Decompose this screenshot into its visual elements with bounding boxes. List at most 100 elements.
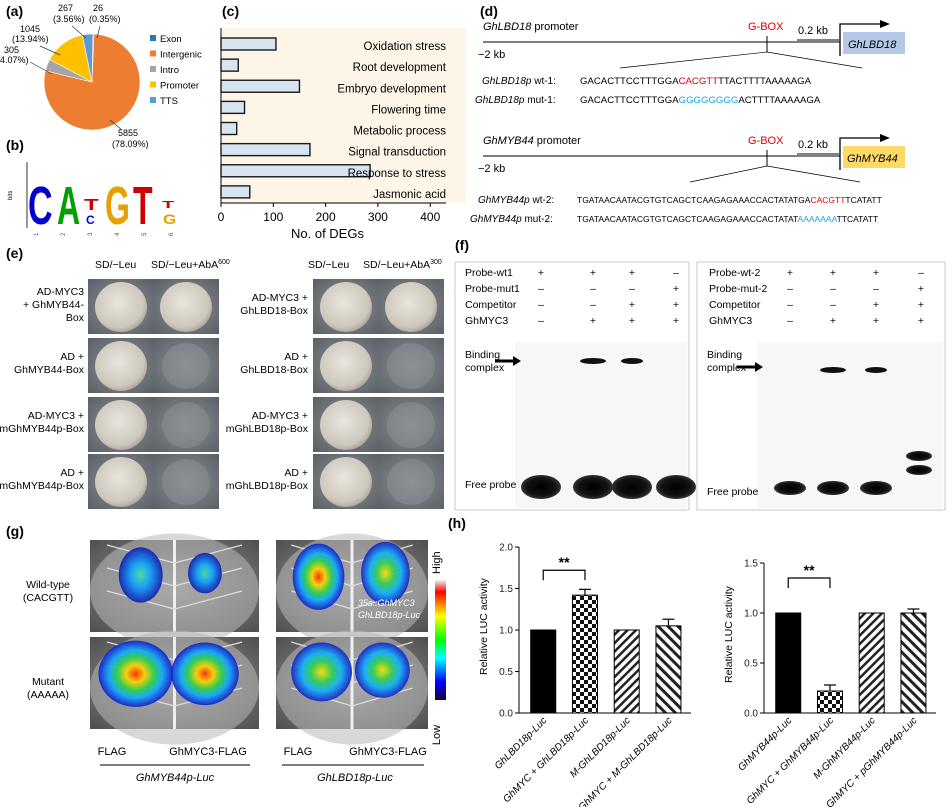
deg-category-label: Flowering time bbox=[371, 104, 446, 116]
plate-right-sd-leu bbox=[313, 454, 379, 509]
myb44-gbox-label: G-BOX bbox=[748, 135, 784, 147]
logo-letter-1: C bbox=[28, 175, 53, 236]
yeast-colony bbox=[320, 400, 372, 450]
luc-bar bbox=[571, 594, 598, 714]
g-scale-high: High bbox=[431, 551, 443, 574]
luc-category-label: GhMYC + GhMYB44p-Luc bbox=[745, 715, 836, 806]
e-right-row-label: AD + bbox=[284, 467, 308, 479]
lbd18-mut-seq: GACACTTCCTTTGGAGGGGGGGGACTTTTAAAAAGA bbox=[580, 95, 821, 106]
luc-ytick: 1.0 bbox=[499, 626, 513, 637]
luc-ytick: 0.0 bbox=[499, 709, 513, 720]
emsa-lane-sign: – bbox=[629, 283, 635, 295]
deg-xtick: 200 bbox=[316, 210, 336, 224]
luc-ytick: 1.0 bbox=[744, 609, 758, 620]
logo-letter-2: A bbox=[57, 177, 80, 237]
luc-ytick: 2.0 bbox=[499, 543, 513, 554]
legend-swatch-promoter bbox=[150, 81, 156, 88]
sequence-logo: bits C A T C G T T G 1 2 3 4 5 6 bbox=[8, 162, 176, 236]
yeast-colony bbox=[95, 457, 147, 507]
plate-left-aba bbox=[153, 338, 219, 393]
deg-category-label: Jasmonic acid bbox=[373, 189, 446, 201]
legend-label-intergenic: Intergenic bbox=[160, 50, 202, 61]
mutant-probe-band bbox=[906, 451, 932, 461]
legend-label-exon: Exon bbox=[160, 34, 182, 45]
myb44-promoter-diagram: GhMYB44 promoter G-BOX 0.2 kb GhMYB44 −2… bbox=[470, 134, 905, 225]
logo-letter-6b: G bbox=[163, 213, 176, 228]
myb44-mut-label: GhMYB44p mut-2: bbox=[470, 214, 553, 225]
yeast-colony bbox=[385, 282, 437, 332]
plate-left-aba bbox=[153, 397, 219, 452]
significance-stars: ** bbox=[804, 562, 815, 578]
significance-bracket bbox=[787, 577, 831, 588]
luminescence-spot bbox=[355, 642, 410, 698]
deg-bar bbox=[220, 100, 246, 115]
emsa-free-probe-label: Free probe bbox=[465, 479, 517, 491]
panel-label-d: (d) bbox=[480, 3, 498, 19]
luminescence-spot bbox=[292, 543, 345, 610]
legend-label-promoter: Promoter bbox=[160, 81, 199, 92]
myb44-wt-label: GhMYB44p wt-2: bbox=[478, 195, 554, 206]
yeast-spot-faint bbox=[387, 459, 435, 505]
deg-category-label: Root development bbox=[353, 62, 447, 74]
lbd18-gbox-label: G-BOX bbox=[748, 21, 784, 33]
myb44-mut-seq: TGATAACAATACGTGTCAGCTCAAGAGAAACCACTATATA… bbox=[577, 214, 878, 224]
binding-complex-band bbox=[621, 358, 643, 364]
yeast-spot-faint bbox=[387, 402, 435, 448]
lbd18-promoter-diagram: GhLBD18 promoter G-BOX 0.2 kb GhLBD18 −2… bbox=[475, 20, 905, 106]
free-probe-band bbox=[573, 475, 613, 499]
emsa-row-label: Competitor bbox=[465, 299, 517, 311]
deg-bar bbox=[220, 121, 238, 136]
emsa-lane-sign: – bbox=[830, 283, 836, 295]
deg-xtick: 100 bbox=[263, 210, 283, 224]
g-row-label: (CACGTT) bbox=[23, 592, 73, 604]
binding-complex-band bbox=[865, 367, 887, 373]
emsa-lane-sign: + bbox=[873, 267, 879, 279]
emsa-lane-sign: + bbox=[918, 283, 924, 295]
luminescence-spot bbox=[291, 642, 352, 702]
panel-label-a: (a) bbox=[6, 3, 23, 19]
e-left-row-label: AD-MYC3 bbox=[37, 286, 84, 298]
panel-label-h: (h) bbox=[448, 515, 466, 531]
deg-category-label: Signal transduction bbox=[348, 147, 446, 159]
free-probe-band bbox=[521, 475, 561, 499]
lbd18-gene-label: GhLBD18 bbox=[848, 39, 897, 51]
yeast-spot-faint bbox=[162, 459, 210, 505]
luminescence-spot bbox=[361, 541, 410, 605]
emsa-lane-sign: – bbox=[787, 315, 793, 327]
deg-category-label: Oxidation stress bbox=[364, 41, 447, 53]
emsa-lane-sign: + bbox=[629, 299, 635, 311]
luminescence-spot bbox=[98, 640, 173, 707]
plate-left-sd-leu bbox=[88, 454, 154, 509]
e-left-row-label: AD + bbox=[60, 467, 84, 479]
g-group-label: GhLBD18p-Luc bbox=[317, 772, 393, 784]
emsa-lane-sign: – bbox=[918, 267, 924, 279]
emsa-lane-sign: – bbox=[538, 315, 544, 327]
emsa-lane-sign: + bbox=[918, 299, 924, 311]
logo-position-3: 3 bbox=[88, 232, 94, 236]
yeast-one-hybrid: SD/−Leu SD/−Leu+AbA600 SD/−Leu SD/−Leu+A… bbox=[0, 259, 444, 509]
plate-right-sd-leu bbox=[313, 338, 379, 393]
deg-bar bbox=[220, 37, 277, 51]
emsa-binding-label: Binding bbox=[707, 349, 742, 361]
free-probe-band bbox=[860, 481, 892, 495]
plate-left-sd-leu bbox=[88, 338, 154, 393]
emsa-binding-label: complex bbox=[707, 362, 747, 374]
emsa-lane-sign: – bbox=[590, 299, 596, 311]
e-left-header-2: SD/−Leu+AbA600 bbox=[151, 259, 230, 271]
emsa-row-label: Probe-mut-2 bbox=[709, 283, 768, 295]
e-right-row-label: GhLBD18-Box bbox=[240, 305, 308, 317]
binding-complex-band bbox=[820, 367, 846, 373]
luc-bar bbox=[655, 625, 682, 714]
lbd18-wt-label: GhLBD18p wt-1: bbox=[482, 76, 556, 87]
binding-complex-band bbox=[580, 358, 606, 364]
e-left-row-label: GhMYB44-Box bbox=[14, 364, 85, 376]
luc-ytick: 0.0 bbox=[744, 709, 758, 720]
plate-right-aba bbox=[378, 279, 444, 334]
logo-letter-3a: T bbox=[84, 197, 99, 214]
emsa-lane-sign: – bbox=[673, 267, 679, 279]
yeast-colony bbox=[95, 341, 147, 391]
emsa-right: Probe-wt-2 + + + – Probe-mut-2 – – – + Competitor –… bbox=[696, 261, 946, 511]
luc-ytick: 1.5 bbox=[499, 584, 513, 595]
panel-label-b: (b) bbox=[6, 137, 24, 153]
